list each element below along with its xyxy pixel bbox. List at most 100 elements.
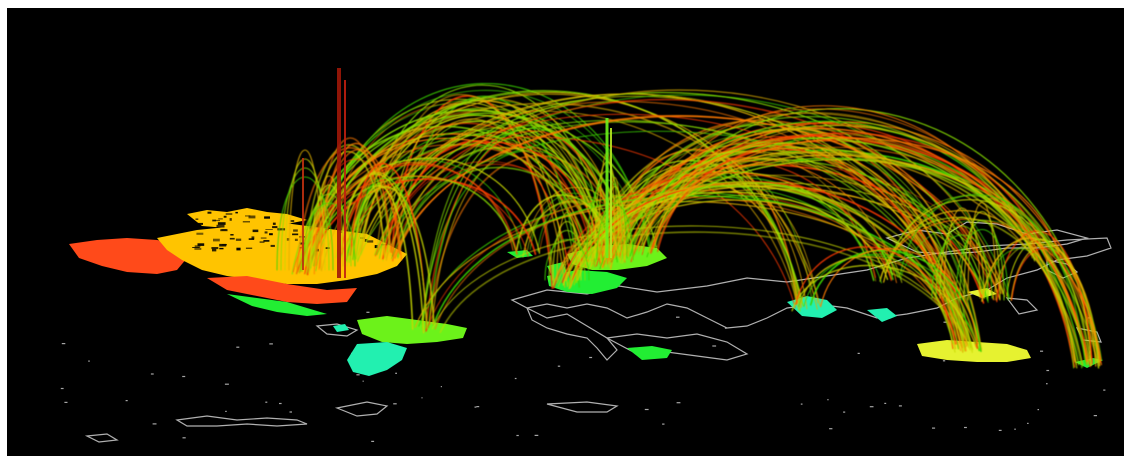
region-texture-fleck: [286, 238, 290, 241]
outline-speck: [182, 375, 186, 378]
region-texture-fleck: [197, 243, 205, 246]
connection-arc: [292, 175, 529, 273]
mexico-region: [227, 294, 327, 316]
region-texture-fleck: [225, 213, 233, 215]
region-texture-fleck: [242, 221, 250, 223]
africa-top-outline: [605, 333, 749, 361]
outline-speck: [64, 401, 68, 403]
arctic-outline-2: [334, 401, 389, 417]
greenland-region: [507, 250, 533, 258]
region-texture-fleck: [374, 217, 380, 219]
north-america-west-region: [69, 238, 187, 274]
connection-arc: [884, 199, 1091, 361]
region-texture-fleck: [229, 237, 235, 240]
connection-arc: [386, 89, 1006, 298]
connection-arc: [439, 231, 971, 351]
vertical-spike-layer: [302, 68, 612, 278]
connection-arc: [809, 249, 982, 352]
south-asia-region: [867, 308, 897, 322]
outline-speck: [393, 403, 397, 405]
local-loop-arc: [943, 207, 981, 299]
connection-arc: [304, 144, 392, 267]
local-loop-arc: [302, 202, 356, 267]
region-texture-fleck: [375, 227, 381, 230]
outline-speck: [800, 403, 803, 405]
outline-speck: [1014, 428, 1016, 430]
connection-arc: [391, 94, 1011, 299]
3d-world-network-arc-visualization: [60, 68, 1112, 443]
outline-speck: [1046, 383, 1048, 385]
outline-speck: [514, 377, 517, 380]
region-texture-fleck: [217, 222, 226, 225]
outline-speck: [662, 423, 665, 425]
outline-speck: [884, 402, 887, 404]
connection-arc: [1010, 244, 1097, 367]
region-texture-fleck: [196, 232, 204, 235]
outline-speck: [362, 380, 364, 382]
region-texture-fleck: [374, 245, 378, 249]
local-loop-arc: [276, 176, 334, 271]
region-texture-fleck: [194, 245, 201, 248]
connection-arc: [307, 157, 541, 270]
outline-speck: [998, 429, 1002, 431]
arctic-outline-3: [546, 401, 619, 413]
connection-arc: [621, 151, 1100, 369]
outline-speck: [942, 360, 946, 362]
region-texture-fleck: [211, 247, 219, 250]
outline-speck: [869, 406, 874, 408]
region-texture-fleck: [264, 231, 268, 234]
australia-region: [917, 340, 1031, 362]
connection-arc: [629, 120, 1084, 368]
outline-speck: [943, 321, 947, 323]
arctic-outline-1: [175, 415, 308, 427]
region-texture-fleck: [192, 247, 200, 248]
region-texture-fleck: [218, 218, 223, 220]
outline-speck: [829, 428, 833, 430]
outline-speck: [125, 400, 128, 402]
outline-speck: [676, 402, 681, 404]
region-texture-fleck: [252, 229, 259, 233]
region-texture-fleck: [372, 211, 380, 214]
network-visualization-frame: [7, 8, 1124, 456]
region-texture-fleck: [245, 247, 253, 249]
connection-arc: [819, 248, 979, 345]
local-loop-arc: [544, 239, 590, 281]
local-loop-arc: [548, 230, 586, 281]
connection-arc: [610, 123, 972, 349]
outline-speck: [371, 440, 375, 442]
connection-arc: [539, 195, 629, 257]
region-texture-fleck: [219, 247, 224, 250]
local-loop-arc: [608, 176, 622, 261]
connection-arc: [636, 154, 1035, 258]
outline-speck: [857, 352, 860, 354]
outline-speck: [1046, 369, 1050, 372]
connection-arc: [653, 128, 983, 351]
connection-arc: [374, 92, 989, 301]
region-texture-fleck: [248, 238, 255, 240]
region-texture-fleck: [220, 229, 228, 232]
connection-arc: [553, 184, 962, 347]
region-texture-fleck: [277, 228, 286, 231]
local-loop-arc: [552, 220, 582, 281]
region-texture-fleck: [196, 222, 203, 225]
local-loop-arc: [963, 211, 1001, 301]
outline-speck: [152, 423, 157, 425]
outline-speck: [1093, 415, 1097, 417]
connection-arc: [899, 219, 1103, 361]
region-texture-fleck: [251, 236, 255, 240]
connection-arc: [306, 178, 537, 276]
outline-speck: [150, 373, 154, 375]
local-loop-arc: [935, 225, 989, 299]
caribbean-teal-region: [333, 324, 349, 332]
region-texture-fleck: [213, 219, 220, 222]
outline-speck: [474, 406, 477, 408]
outline-speck: [440, 386, 442, 388]
region-texture-fleck: [223, 215, 227, 218]
outline-speck: [61, 343, 66, 345]
region-texture-fleck: [272, 226, 278, 229]
connection-arc: [434, 196, 962, 352]
connection-arc: [1006, 238, 1092, 367]
connection-arc: [305, 110, 800, 311]
outline-speck: [1103, 389, 1106, 391]
outline-speck: [932, 427, 936, 429]
